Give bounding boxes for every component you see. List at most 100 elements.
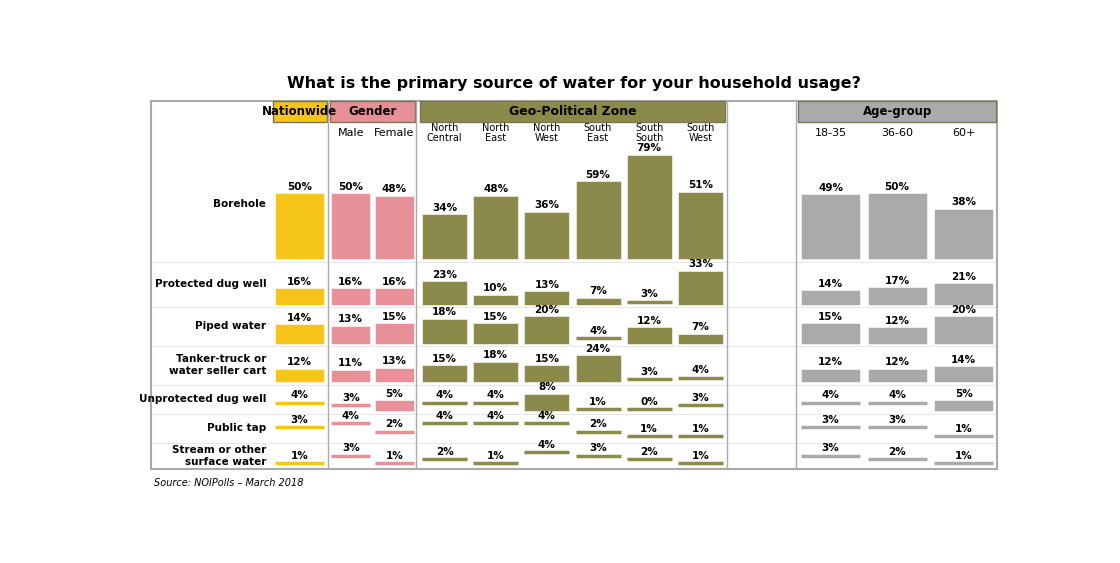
FancyBboxPatch shape: [678, 271, 722, 305]
Text: 3%: 3%: [641, 289, 659, 300]
FancyBboxPatch shape: [274, 288, 325, 305]
FancyBboxPatch shape: [868, 369, 926, 382]
FancyBboxPatch shape: [375, 323, 413, 343]
Text: 4%: 4%: [436, 390, 454, 400]
FancyBboxPatch shape: [422, 319, 467, 343]
Text: 21%: 21%: [951, 272, 977, 282]
Text: 3%: 3%: [342, 444, 360, 453]
FancyBboxPatch shape: [678, 334, 722, 343]
FancyBboxPatch shape: [375, 196, 413, 260]
FancyBboxPatch shape: [627, 155, 672, 260]
Text: 15%: 15%: [818, 311, 843, 321]
Text: 2%: 2%: [385, 419, 403, 430]
Text: Source: NOIPolls – March 2018: Source: NOIPolls – March 2018: [153, 478, 304, 488]
FancyBboxPatch shape: [524, 292, 569, 305]
Text: 8%: 8%: [538, 382, 556, 392]
Text: 1%: 1%: [955, 424, 972, 434]
Text: 15%: 15%: [432, 354, 457, 364]
Text: 33%: 33%: [688, 260, 712, 270]
Text: Gender: Gender: [348, 105, 396, 118]
FancyBboxPatch shape: [332, 370, 371, 382]
Text: 60+: 60+: [952, 128, 976, 138]
Text: 12%: 12%: [818, 357, 843, 367]
Text: 36-60: 36-60: [881, 128, 913, 138]
Text: 4%: 4%: [538, 440, 556, 450]
FancyBboxPatch shape: [797, 101, 997, 122]
FancyBboxPatch shape: [678, 192, 722, 260]
FancyBboxPatch shape: [524, 316, 569, 343]
FancyBboxPatch shape: [330, 101, 416, 122]
FancyBboxPatch shape: [868, 287, 926, 305]
Text: 12%: 12%: [885, 316, 909, 325]
Text: 14%: 14%: [818, 279, 843, 289]
Text: 13%: 13%: [534, 280, 559, 290]
FancyBboxPatch shape: [272, 101, 327, 122]
Text: 50%: 50%: [338, 181, 363, 191]
Text: 3%: 3%: [691, 392, 709, 403]
Text: 4%: 4%: [291, 390, 309, 400]
FancyBboxPatch shape: [524, 212, 569, 260]
Text: What is the primary source of water for your household usage?: What is the primary source of water for …: [287, 76, 861, 91]
Text: 2%: 2%: [641, 447, 659, 457]
Text: Tanker-truck or
water seller cart: Tanker-truck or water seller cart: [169, 355, 267, 376]
Text: 3%: 3%: [291, 415, 308, 425]
FancyBboxPatch shape: [474, 294, 519, 305]
FancyBboxPatch shape: [801, 291, 860, 305]
Text: 48%: 48%: [382, 184, 407, 194]
Text: 4%: 4%: [342, 410, 360, 421]
FancyBboxPatch shape: [868, 193, 926, 260]
FancyBboxPatch shape: [934, 367, 993, 382]
Text: 51%: 51%: [688, 180, 712, 190]
Text: Public tap: Public tap: [207, 423, 267, 434]
Text: 15%: 15%: [483, 311, 508, 321]
Text: 1%: 1%: [691, 424, 709, 434]
Text: 36%: 36%: [534, 200, 559, 210]
Text: 4%: 4%: [538, 410, 556, 421]
Text: 1%: 1%: [641, 424, 659, 434]
FancyBboxPatch shape: [274, 369, 325, 382]
Text: 59%: 59%: [586, 169, 610, 180]
Text: 11%: 11%: [338, 358, 363, 368]
Text: 13%: 13%: [338, 314, 363, 324]
Text: 5%: 5%: [955, 389, 972, 399]
Text: North
Central: North Central: [427, 123, 463, 144]
Text: 14%: 14%: [287, 313, 312, 323]
FancyBboxPatch shape: [934, 283, 993, 305]
Text: 17%: 17%: [885, 276, 909, 286]
Text: 50%: 50%: [885, 181, 909, 191]
Text: 18%: 18%: [432, 307, 457, 318]
FancyBboxPatch shape: [420, 101, 725, 122]
Text: Borehole: Borehole: [214, 199, 267, 208]
FancyBboxPatch shape: [422, 365, 467, 382]
Text: 4%: 4%: [487, 390, 505, 400]
Text: 1%: 1%: [691, 450, 709, 461]
Text: 2%: 2%: [436, 447, 454, 457]
Text: North
West: North West: [533, 123, 561, 144]
Text: 3%: 3%: [641, 367, 659, 377]
Text: 1%: 1%: [385, 450, 403, 461]
Text: 16%: 16%: [338, 277, 363, 287]
FancyBboxPatch shape: [576, 355, 620, 382]
Text: Protected dug well: Protected dug well: [155, 279, 267, 289]
FancyBboxPatch shape: [801, 369, 860, 382]
Text: Female: Female: [374, 128, 414, 138]
Text: 15%: 15%: [534, 354, 559, 364]
Text: 24%: 24%: [586, 343, 610, 354]
Text: Geo-Political Zone: Geo-Political Zone: [508, 105, 636, 118]
Text: 79%: 79%: [636, 143, 662, 153]
Text: Stream or other
surface water: Stream or other surface water: [172, 445, 267, 467]
Text: 20%: 20%: [951, 305, 977, 315]
Text: 4%: 4%: [589, 326, 607, 336]
Text: 23%: 23%: [432, 270, 457, 280]
Text: Male: Male: [337, 128, 364, 138]
Text: 1%: 1%: [487, 450, 505, 461]
Text: 2%: 2%: [888, 447, 906, 457]
Text: North
East: North East: [482, 123, 510, 144]
FancyBboxPatch shape: [934, 209, 993, 260]
Text: 15%: 15%: [382, 311, 407, 321]
FancyBboxPatch shape: [474, 323, 519, 343]
FancyBboxPatch shape: [375, 368, 413, 382]
FancyBboxPatch shape: [801, 194, 860, 260]
Text: 50%: 50%: [287, 181, 312, 191]
Text: 49%: 49%: [818, 183, 843, 193]
